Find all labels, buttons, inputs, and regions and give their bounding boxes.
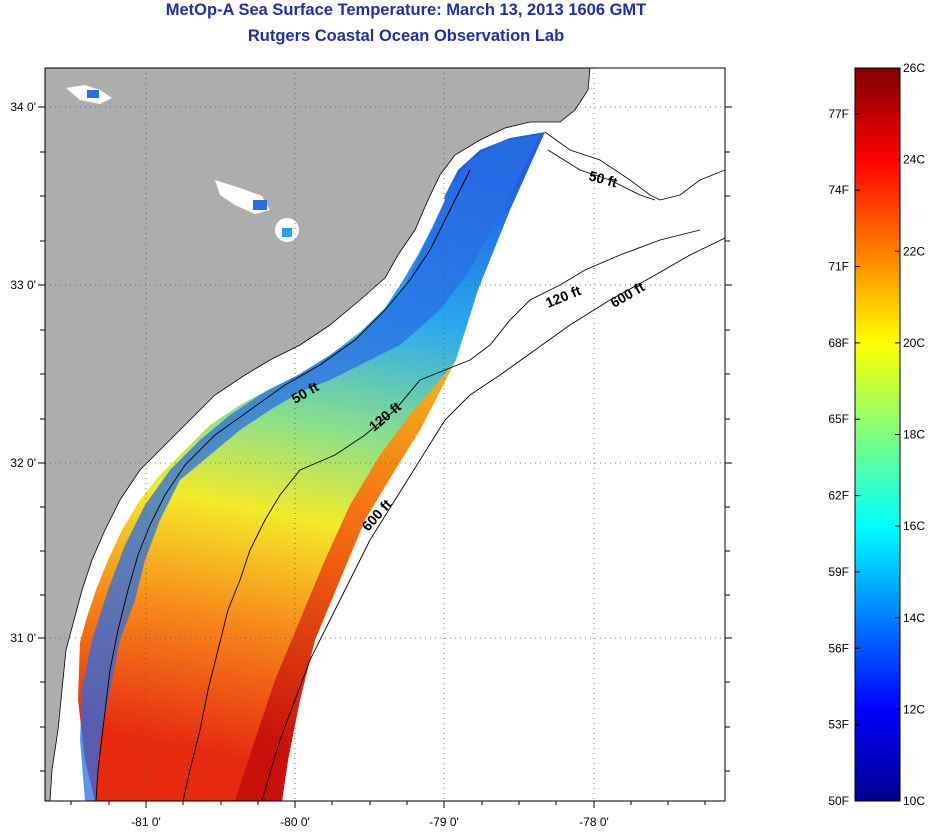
colorbar-c-label: 14C xyxy=(903,611,925,625)
isobath-600ft xyxy=(261,237,725,801)
lat-label-32: 32 0' xyxy=(10,456,36,470)
colorbar-c-label: 16C xyxy=(903,519,925,533)
lat-label-31: 31 0' xyxy=(10,631,36,645)
colorbar xyxy=(854,67,901,802)
lon-label-80: -80 0' xyxy=(280,815,310,829)
colorbar-c-label: 10C xyxy=(903,794,925,808)
colorbar-ticks xyxy=(855,67,900,802)
colorbar-f-label: 65F xyxy=(828,412,849,426)
inland-lake-3-sst xyxy=(87,90,99,98)
colorbar-f-label: 68F xyxy=(828,336,849,350)
map-title: MetOp-A Sea Surface Temperature: March 1… xyxy=(165,1,647,19)
colorbar-c-label: 18C xyxy=(903,428,925,442)
colorbar-f-label: 62F xyxy=(828,489,849,503)
isobath-label-50ft-north: 50 ft xyxy=(587,167,619,190)
map-frame xyxy=(44,67,726,802)
colorbar-f-label: 71F xyxy=(828,260,849,274)
lon-label-79: -79 0' xyxy=(429,815,459,829)
land-mass xyxy=(45,68,590,801)
lon-label-81: -81 0' xyxy=(131,815,161,829)
sst-cold-nearshore xyxy=(80,135,540,801)
coastline xyxy=(49,68,591,801)
colorbar-c-label: 12C xyxy=(903,702,925,716)
colorbar-fahrenheit-labels: 77F 74F 71F 68F 65F 62F 59F 56F 53F 50F xyxy=(828,107,849,808)
colorbar-f-label: 77F xyxy=(828,107,849,121)
nodata-coastal-strip xyxy=(58,175,445,735)
map-ticks xyxy=(38,106,732,808)
lon-label-78: -78 0' xyxy=(579,815,609,829)
colorbar-c-label: 24C xyxy=(903,153,925,167)
sst-warm-band xyxy=(235,360,456,801)
colorbar-f-label: 50F xyxy=(828,794,849,808)
colorbar-c-label: 22C xyxy=(903,244,925,258)
inland-lake-sst xyxy=(253,200,267,210)
inland-lake-2-sst xyxy=(282,228,292,237)
colorbar-f-label: 74F xyxy=(828,183,849,197)
lat-label-33: 33 0' xyxy=(10,278,36,292)
coastline-north xyxy=(544,131,725,201)
map-subtitle: Rutgers Coastal Ocean Observation Lab xyxy=(247,27,565,45)
colorbar-f-label: 56F xyxy=(828,641,849,655)
map-grid xyxy=(45,68,725,801)
colorbar-celsius-labels: 26C 24C 22C 20C 18C 16C 14C 12C 10C xyxy=(903,61,925,808)
colorbar-c-label: 20C xyxy=(903,336,925,350)
colorbar-f-label: 59F xyxy=(828,565,849,579)
lat-label-34: 34 0' xyxy=(10,100,36,114)
colorbar-c-label: 26C xyxy=(903,61,925,75)
colorbar-f-label: 53F xyxy=(828,718,849,732)
